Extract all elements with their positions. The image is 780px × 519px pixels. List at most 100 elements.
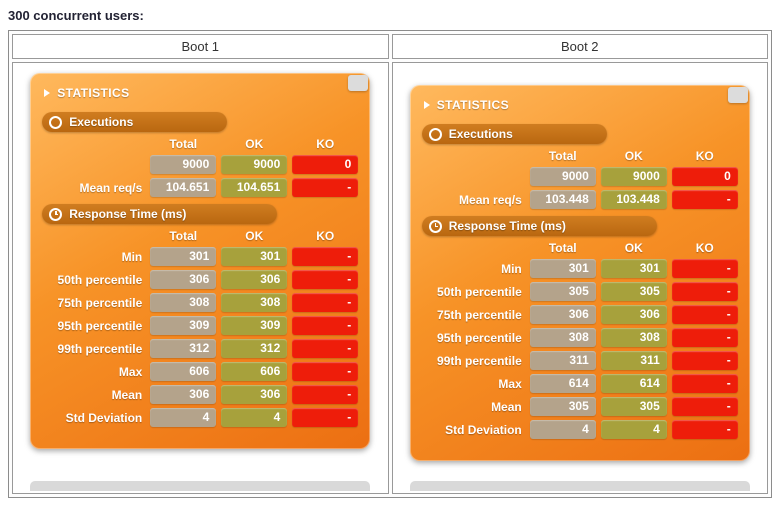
ok-cell: 301: [600, 259, 667, 278]
ok-column-header: OK: [245, 229, 264, 243]
total-cell: 104.651: [150, 178, 217, 197]
p75-row: 75th percentile 306 306 -: [422, 305, 738, 324]
total-cell: 301: [529, 259, 596, 278]
ko-column-header: KO: [316, 229, 335, 243]
boot1-column-header: Boot 1: [12, 34, 389, 59]
statistics-section-header[interactable]: STATISTICS: [44, 86, 358, 100]
total-cell: 4: [150, 408, 217, 427]
total-column-header: Total: [548, 149, 577, 163]
ok-cell: 308: [600, 328, 667, 347]
row-label: 50th percentile: [437, 284, 522, 299]
expand-triangle-icon: [423, 101, 430, 109]
max-row: Max 606 606 -: [42, 362, 359, 381]
std-deviation-row: Std Deviation 4 4 -: [422, 420, 738, 439]
total-cell: 306: [150, 270, 217, 289]
max-row: Max 614 614 -: [422, 374, 738, 393]
ko-cell: -: [292, 339, 359, 358]
total-cell: 309: [150, 316, 217, 335]
std-deviation-row: Std Deviation 4 4 -: [42, 408, 359, 427]
p99-row: 99th percentile 311 311 -: [422, 351, 738, 370]
collapsed-section-bar[interactable]: [409, 481, 750, 491]
panel-corner-widget[interactable]: [727, 87, 748, 103]
ok-cell: 305: [600, 397, 667, 416]
ko-column-header: KO: [316, 137, 335, 151]
ok-cell: 305: [600, 282, 667, 301]
mean-reqs-row: Mean req/s 104.651 104.651 -: [42, 178, 359, 197]
executions-column-headers: Total OK KO: [422, 149, 738, 163]
row-label: 75th percentile: [57, 295, 143, 310]
ko-cell: -: [292, 362, 359, 381]
total-cell: 312: [150, 339, 217, 358]
gatling-stats-panel-boot1: STATISTICS Executions Total OK KO 9000 9…: [30, 73, 371, 449]
total-cell: 306: [529, 305, 596, 324]
page-title: 300 concurrent users:: [8, 8, 144, 23]
executions-count-row: 9000 9000 0: [42, 155, 359, 174]
executions-column-headers: Total OK KO: [42, 137, 358, 151]
ko-column-header: KO: [695, 149, 714, 163]
ok-cell: 308: [221, 293, 288, 312]
total-cell: 305: [529, 397, 596, 416]
row-label: Min: [501, 261, 522, 276]
ko-cell: -: [671, 259, 738, 278]
ko-cell: -: [671, 305, 738, 324]
row-label: Max: [498, 376, 522, 391]
clock-icon: [49, 207, 63, 221]
total-cell: 308: [150, 293, 217, 312]
total-column-header: Total: [548, 241, 577, 255]
total-cell: 606: [150, 362, 217, 381]
comparison-table: Boot 1 Boot 2 STATISTICS Executions Tota…: [8, 30, 772, 498]
ko-cell: -: [671, 190, 738, 209]
executions-count-row: 9000 9000 0: [422, 167, 738, 186]
ko-cell: -: [671, 282, 738, 301]
response-time-label: Response Time (ms): [448, 219, 566, 233]
ok-cell: 614: [600, 374, 667, 393]
boot2-panel-cell: STATISTICS Executions Total OK KO 9000 9…: [391, 62, 768, 494]
response-time-section-header[interactable]: Response Time (ms): [42, 204, 278, 224]
ko-cell: -: [292, 385, 359, 404]
row-label: Mean req/s: [459, 192, 522, 207]
ok-cell: 4: [600, 420, 667, 439]
statistics-section-header[interactable]: STATISTICS: [423, 98, 738, 112]
p50-row: 50th percentile 306 306 -: [42, 270, 359, 289]
clock-icon: [428, 219, 442, 233]
ko-cell: -: [671, 328, 738, 347]
executions-section-header[interactable]: Executions: [421, 124, 607, 144]
ko-cell: -: [671, 374, 738, 393]
p75-row: 75th percentile 308 308 -: [42, 293, 359, 312]
min-row: Min 301 301 -: [422, 259, 738, 278]
row-label: Std Deviation: [445, 422, 522, 437]
ok-cell: 301: [221, 247, 288, 266]
ok-cell: 9000: [600, 167, 667, 186]
response-time-section-header[interactable]: Response Time (ms): [421, 216, 657, 236]
response-time-label: Response Time (ms): [69, 207, 187, 221]
ko-cell: -: [292, 270, 359, 289]
row-label: Min: [121, 249, 143, 264]
row-label: 95th percentile: [57, 318, 143, 333]
ko-cell: -: [671, 420, 738, 439]
ok-cell: 311: [600, 351, 667, 370]
ok-cell: 606: [221, 362, 288, 381]
row-label: Mean: [491, 399, 522, 414]
row-label: Max: [118, 364, 143, 379]
ko-cell: -: [292, 247, 359, 266]
row-label: 50th percentile: [57, 272, 143, 287]
ko-column-header: KO: [695, 241, 714, 255]
ok-column-header: OK: [624, 149, 643, 163]
ko-cell: -: [292, 316, 359, 335]
row-label: 95th percentile: [437, 330, 522, 345]
panel-corner-widget[interactable]: [348, 75, 369, 91]
ok-cell: 306: [600, 305, 667, 324]
ok-column-header: OK: [624, 241, 643, 255]
collapsed-section-bar[interactable]: [30, 481, 371, 491]
executions-section-header[interactable]: Executions: [42, 112, 228, 132]
total-cell: 305: [529, 282, 596, 301]
ok-cell: 306: [221, 270, 288, 289]
ko-cell: -: [292, 293, 359, 312]
ok-cell: 306: [221, 385, 288, 404]
ko-cell: -: [671, 397, 738, 416]
ok-cell: 103.448: [600, 190, 667, 209]
ko-cell: 0: [292, 155, 359, 174]
row-label: Mean: [111, 387, 143, 402]
total-cell: 311: [529, 351, 596, 370]
ok-cell: 309: [221, 316, 288, 335]
